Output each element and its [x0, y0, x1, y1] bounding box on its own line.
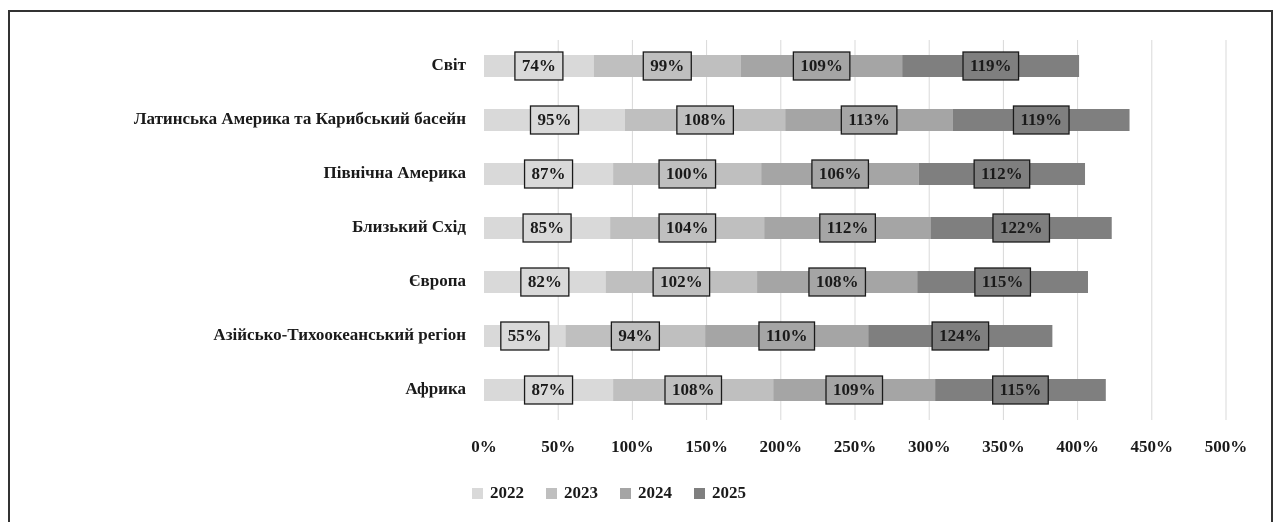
data-label: 108%: [816, 272, 859, 291]
data-label: 112%: [827, 218, 869, 237]
data-label: 94%: [618, 326, 652, 345]
data-label: 100%: [666, 164, 709, 183]
legend-label: 2024: [638, 483, 673, 502]
data-label: 115%: [982, 272, 1024, 291]
data-label: 122%: [1000, 218, 1043, 237]
label-box: [520, 267, 570, 297]
category-label: Африка: [405, 379, 466, 398]
x-tick-label: 500%: [1205, 437, 1248, 456]
legend-swatch: [620, 488, 631, 499]
data-label: 119%: [970, 56, 1012, 75]
label-box: [652, 267, 711, 297]
data-label: 124%: [939, 326, 982, 345]
data-label: 104%: [666, 218, 709, 237]
x-tick-label: 300%: [908, 437, 951, 456]
label-box: [500, 321, 550, 351]
category-label: Азійсько-Тихоокеанський регіон: [213, 325, 466, 344]
label-box: [808, 267, 867, 297]
legend-label: 2025: [712, 483, 746, 502]
data-label: 109%: [800, 56, 843, 75]
label-box: [664, 375, 723, 405]
data-label: 102%: [660, 272, 703, 291]
label-box: [792, 51, 851, 81]
label-box: [514, 51, 564, 81]
data-label: 106%: [819, 164, 862, 183]
x-tick-label: 450%: [1131, 437, 1174, 456]
x-tick-label: 350%: [982, 437, 1025, 456]
label-box: [658, 213, 717, 243]
category-label: Світ: [431, 55, 466, 74]
label-box: [973, 159, 1031, 189]
x-tick-label: 200%: [760, 437, 803, 456]
legend-swatch: [694, 488, 705, 499]
legend-swatch: [472, 488, 483, 499]
label-box: [676, 105, 735, 135]
x-tick-label: 0%: [471, 437, 497, 456]
data-label: 99%: [650, 56, 684, 75]
data-label: 87%: [532, 380, 566, 399]
data-label: 87%: [532, 164, 566, 183]
data-label: 112%: [981, 164, 1023, 183]
x-tick-label: 400%: [1056, 437, 1099, 456]
data-label: 108%: [684, 110, 727, 129]
data-label: 82%: [528, 272, 562, 291]
legend-label: 2022: [490, 483, 524, 502]
label-box: [931, 321, 990, 351]
data-label: 113%: [848, 110, 890, 129]
x-tick-label: 150%: [685, 437, 728, 456]
label-box: [819, 213, 877, 243]
data-label: 55%: [508, 326, 542, 345]
frame: [8, 10, 1273, 522]
label-box: [992, 213, 1051, 243]
category-label: Північна Америка: [324, 163, 467, 182]
label-box: [992, 375, 1049, 405]
legend-swatch: [546, 488, 557, 499]
label-box: [811, 159, 870, 189]
data-label: 85%: [530, 218, 564, 237]
label-box: [658, 159, 717, 189]
x-tick-label: 50%: [541, 437, 575, 456]
category-label: Європа: [409, 271, 466, 290]
label-box: [1012, 105, 1070, 135]
data-label: 108%: [672, 380, 715, 399]
data-label: 110%: [766, 326, 808, 345]
label-box: [529, 105, 580, 135]
label-box: [522, 213, 572, 243]
data-label: 74%: [522, 56, 556, 75]
label-box: [610, 321, 661, 351]
label-box: [758, 321, 816, 351]
data-label: 109%: [833, 380, 876, 399]
data-label: 115%: [1000, 380, 1042, 399]
label-box: [523, 375, 574, 405]
data-label: 95%: [537, 110, 571, 129]
label-box: [840, 105, 898, 135]
label-box: [642, 51, 692, 81]
label-box: [962, 51, 1020, 81]
x-tick-label: 250%: [834, 437, 877, 456]
label-box: [825, 375, 884, 405]
legend-label: 2023: [564, 483, 598, 502]
x-tick-label: 100%: [611, 437, 654, 456]
category-label: Латинська Америка та Карибський басейн: [134, 109, 466, 128]
data-label: 119%: [1020, 110, 1062, 129]
label-box: [523, 159, 574, 189]
category-label: Близький Схід: [352, 217, 466, 236]
label-box: [974, 267, 1032, 297]
